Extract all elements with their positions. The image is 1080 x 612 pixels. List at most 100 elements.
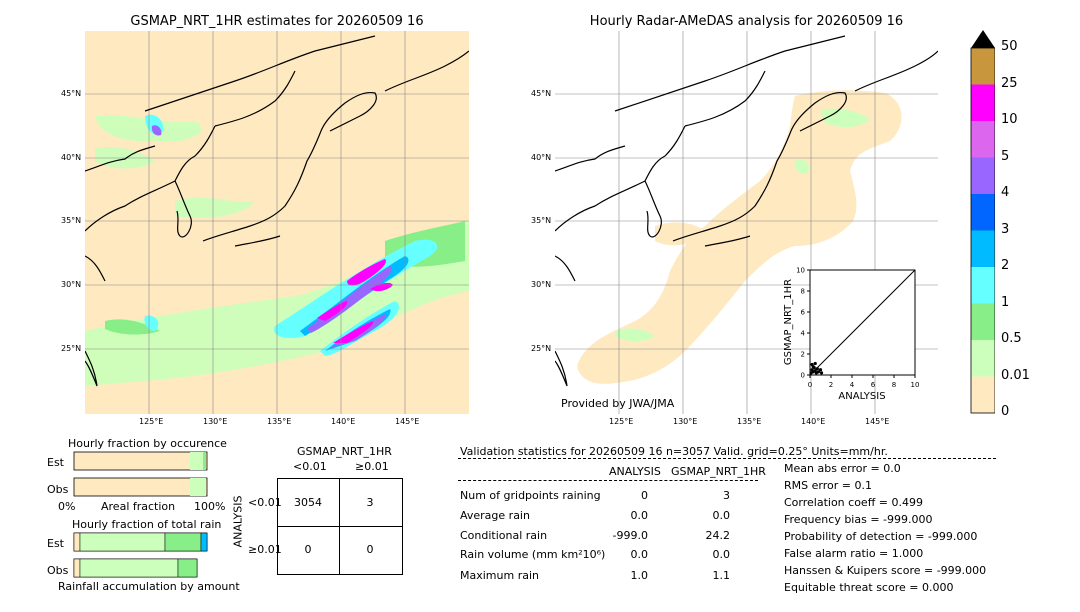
colorbar-label: 5 [1001,148,1010,164]
radar-coverage [577,90,902,384]
scatter-ylabel: GSMAP_NRT_1HR [783,279,794,365]
colorbar-swatches [971,48,995,413]
validation-row-analysis: -999.0 [612,529,648,542]
scatter-point [819,371,824,375]
right-lon-140: 140°E [801,417,826,426]
validation-col-analysis: ANALYSIS [609,465,661,478]
colorbar-swatch [971,267,995,304]
colorbar-swatch [971,121,995,158]
colorbar-swatch [971,230,995,267]
scatter-y-tick-label: 6 [801,309,806,317]
colorbar-label: 25 [1001,75,1018,91]
right-lat-30: 30°N [531,280,552,289]
right-lat-25: 25°N [531,344,552,353]
contingency-row-ge: ≥0.01 [248,543,282,556]
scatter-points [809,361,824,375]
colorbar-label: 1 [1001,294,1010,310]
validation-row-analysis: 0.0 [630,509,649,522]
validation-row-label: Maximum rain [460,569,539,582]
colorbar-swatch [971,303,995,340]
frac-occ-obs-bar [73,477,208,497]
score-pod: Probability of detection = -999.000 [784,530,978,543]
scatter-x-tick-label: 0 [808,381,812,389]
scatter-y-tick-label: 4 [801,330,806,338]
right-lat-35: 35°N [531,216,552,225]
left-lat-25: 25°N [61,344,82,353]
colorbar-swatch [971,194,995,231]
frac-occ-obs-green [190,478,206,496]
colorbar-swatch [971,340,995,377]
left-map-coastlines [85,35,469,387]
left-lon-145: 145°E [395,417,420,426]
score-rms: RMS error = 0.1 [784,479,872,492]
frac-total-est-green [164,532,202,552]
validation-row-gsmap: 1.1 [712,569,731,582]
left-lon-135: 135°E [267,417,292,426]
colorbar-swatch [971,157,995,194]
scatter-x-tick-label: 8 [892,381,896,389]
scatter-x-tick-label: 4 [850,381,855,389]
validation-col-gsmap: GSMAP_NRT_1HR [671,465,766,478]
frac-occ-axis-left: 0% [58,500,76,513]
contingency-cell-b: 3 [366,496,374,509]
validation-row-analysis: 1.0 [630,569,649,582]
colorbar-extend-arrow [971,30,995,48]
scatter-y-tick-label: 10 [796,267,805,275]
right-lon-130: 130°E [673,417,698,426]
score-hk: Hanssen & Kuipers score = -999.000 [784,564,987,577]
validation-row-analysis: 0 [641,489,648,502]
scatter-x-tick-label: 6 [871,381,876,389]
left-lat-45: 45°N [61,89,82,98]
frac-occ-obs-label: Obs [47,483,69,496]
scatter-point [811,365,815,369]
scatter-plot: 0 2 4 6 8 10 0 2 4 6 8 10 ANALYSIS GSMAP_NRT_1HR [783,267,920,403]
contingency-cell-a: 3054 [294,496,322,509]
colorbar [970,30,995,414]
validation-col-rule [458,480,758,481]
left-lat-30: 30°N [61,280,82,289]
radar-credit: Provided by JWA/JMA [561,397,675,410]
left-lon-140: 140°E [331,417,356,426]
frac-occ-title: Hourly fraction by occurence [68,437,227,450]
frac-total-est-label: Est [47,537,64,550]
right-lat-45: 45°N [531,89,552,98]
colorbar-label: 4 [1001,185,1010,200]
frac-total-est-light [79,532,166,552]
frac-total-obs-green [177,558,198,578]
validation-row-gsmap: 3 [723,489,730,502]
validation-row-gsmap: 0.0 [712,509,731,522]
radar-light-rain [615,108,870,342]
frac-occ-est-bar [73,451,208,471]
validation-row-label: Num of gridpoints raining [460,489,601,502]
left-lat-35: 35°N [61,216,82,225]
scatter-point [816,370,820,374]
scatter-x-tick-label: 2 [829,381,833,389]
right-lat-40: 40°N [531,153,552,162]
colorbar-label: 50 [1001,39,1018,54]
right-lon-135: 135°E [737,417,762,426]
frac-total-chart [73,532,208,578]
scatter-diagonal [809,269,916,376]
left-map [85,31,469,414]
scatter-y-tick-label: 2 [801,351,805,359]
score-ets: Equitable threat score = 0.000 [784,581,954,594]
colorbar-label: 2 [1001,258,1010,273]
validation-row-gsmap: 24.2 [705,529,731,542]
contingency-cell-c: 0 [304,543,312,556]
left-map-grid [85,31,469,414]
frac-occ-axis-mid: Areal fraction [101,500,176,513]
colorbar-label: 0.01 [1001,367,1030,383]
scatter-point [815,367,819,371]
colorbar-label: 0 [1001,404,1010,419]
scatter-x-tick-label: 10 [911,381,920,389]
validation-row-label: Average rain [460,509,530,522]
scatter-y-ticks: 0 2 4 6 8 10 [796,267,810,380]
contingency-title: GSMAP_NRT_1HR [297,445,392,458]
frac-occ-est-label: Est [47,456,64,469]
colorbar-swatch [971,84,995,121]
frac-total-footer: Rainfall accumulation by amount [58,580,240,593]
contingency-row-axis: ANALYSIS [231,495,245,548]
validation-row-label: Rain volume (mm km²10⁶) [460,548,606,561]
right-lon-145: 145°E [865,417,890,426]
left-lon-130: 130°E [203,417,228,426]
